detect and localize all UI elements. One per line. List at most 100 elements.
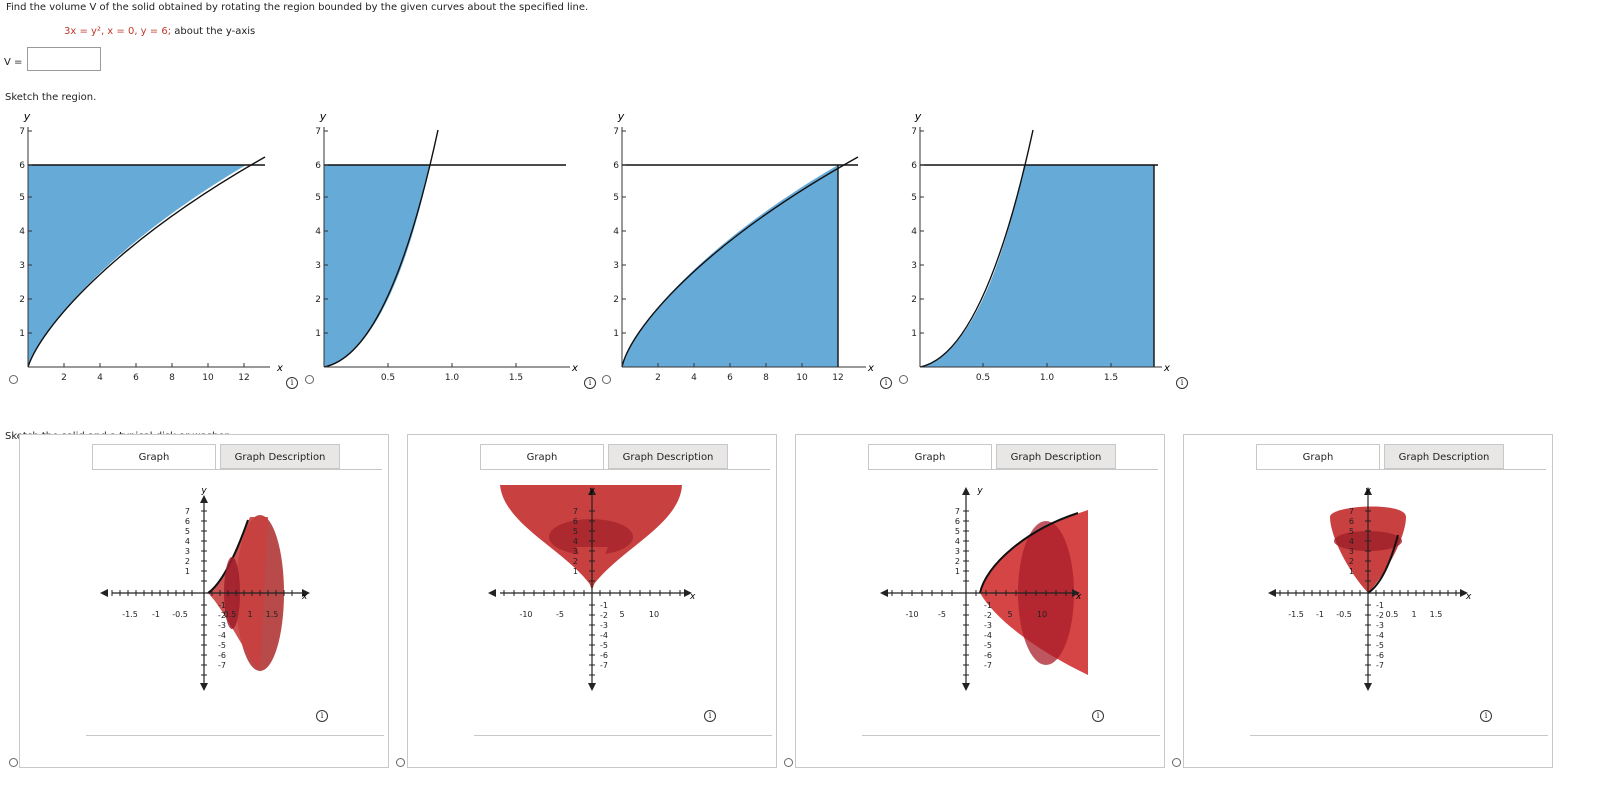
svg-text:y: y xyxy=(588,486,595,496)
svg-text:-1: -1 xyxy=(152,610,160,619)
svg-text:-5: -5 xyxy=(218,641,226,650)
info-icon[interactable]: i xyxy=(1480,710,1492,722)
svg-text:1.5: 1.5 xyxy=(1104,373,1118,383)
svg-text:4: 4 xyxy=(315,227,321,237)
svg-text:-7: -7 xyxy=(600,661,608,670)
svg-text:1.5: 1.5 xyxy=(1430,610,1443,619)
svg-text:6: 6 xyxy=(573,517,578,526)
svg-text:-3: -3 xyxy=(984,621,992,630)
svg-text:1: 1 xyxy=(315,329,321,339)
tab-graph[interactable]: Graph xyxy=(480,444,604,469)
region-1-y-label: y xyxy=(23,110,31,123)
svg-text:y: y xyxy=(1364,486,1371,496)
problem-statement: 3x = y², x = 0, y = 6; about the y-axis xyxy=(64,26,255,37)
info-icon[interactable]: i xyxy=(880,377,892,389)
region-graph-1: y x 1 2 3 4 5 6 7 2 4 6 8 10 12 xyxy=(19,110,283,383)
svg-text:1: 1 xyxy=(955,567,960,576)
svg-text:x: x xyxy=(867,363,874,374)
svg-text:-6: -6 xyxy=(984,651,992,660)
svg-text:3: 3 xyxy=(955,547,960,556)
svg-text:-1: -1 xyxy=(1376,601,1384,610)
region-1-xtick: 10 xyxy=(202,373,214,383)
region-1-fill xyxy=(28,165,246,367)
info-icon[interactable]: i xyxy=(316,710,328,722)
region-1-ytick: 6 xyxy=(19,161,25,171)
svg-text:1.5: 1.5 xyxy=(266,610,279,619)
svg-text:-4: -4 xyxy=(218,631,226,640)
solid-option-2-radio[interactable] xyxy=(396,758,405,767)
region-graphs: y x 1 2 3 4 5 6 7 2 4 6 8 10 12 xyxy=(19,110,1170,383)
svg-text:-2: -2 xyxy=(218,611,226,620)
svg-text:-6: -6 xyxy=(1376,651,1384,660)
region-1-ytick: 1 xyxy=(19,329,25,339)
tab-graph-description[interactable]: Graph Description xyxy=(1384,444,1504,469)
svg-text:3: 3 xyxy=(1349,547,1354,556)
svg-text:x: x xyxy=(1075,592,1082,602)
svg-text:-1: -1 xyxy=(218,601,226,610)
svg-text:-5: -5 xyxy=(938,610,946,619)
svg-text:-1: -1 xyxy=(600,601,608,610)
svg-text:0.5: 0.5 xyxy=(976,373,990,383)
svg-text:4: 4 xyxy=(1349,537,1354,546)
region-option-1-radio[interactable] xyxy=(9,375,18,384)
region-option-4-radio[interactable] xyxy=(899,375,908,384)
svg-text:2: 2 xyxy=(613,295,619,305)
svg-text:6: 6 xyxy=(315,161,321,171)
svg-text:5: 5 xyxy=(1349,527,1354,536)
tab-graph[interactable]: Graph xyxy=(92,444,216,469)
region-1-xtick: 12 xyxy=(238,373,249,383)
svg-text:4: 4 xyxy=(691,373,697,383)
region-option-2-radio[interactable] xyxy=(305,375,314,384)
info-icon[interactable]: i xyxy=(1176,377,1188,389)
region-4-fill xyxy=(920,165,1154,367)
svg-text:0.5: 0.5 xyxy=(224,610,237,619)
tab-graph[interactable]: Graph xyxy=(868,444,992,469)
svg-text:x: x xyxy=(689,592,696,602)
region-3-curve xyxy=(621,156,859,368)
svg-text:2: 2 xyxy=(1349,557,1354,566)
svg-text:3: 3 xyxy=(613,261,619,271)
svg-text:0.5: 0.5 xyxy=(381,373,395,383)
svg-text:-5: -5 xyxy=(1376,641,1384,650)
svg-text:-1.5: -1.5 xyxy=(1288,610,1304,619)
svg-text:1.5: 1.5 xyxy=(509,373,523,383)
region-graph-2: y x 1 2 3 4 5 6 7 0.5 1.0 1.5 xyxy=(315,110,578,383)
svg-text:-2: -2 xyxy=(984,611,992,620)
info-icon[interactable]: i xyxy=(286,377,298,389)
svg-text:7: 7 xyxy=(185,507,190,516)
svg-text:5: 5 xyxy=(619,610,624,619)
region-option-3-radio[interactable] xyxy=(602,375,611,384)
svg-text:5: 5 xyxy=(315,193,321,203)
tab-graph[interactable]: Graph xyxy=(1256,444,1380,469)
svg-text:-10: -10 xyxy=(519,610,532,619)
solid-option-4-radio[interactable] xyxy=(1172,758,1181,767)
question-prompt: Find the volume V of the solid obtained … xyxy=(6,2,589,13)
tab-graph-description[interactable]: Graph Description xyxy=(996,444,1116,469)
tab-graph-description[interactable]: Graph Description xyxy=(220,444,340,469)
svg-text:-3: -3 xyxy=(218,621,226,630)
svg-text:5: 5 xyxy=(911,193,917,203)
svg-text:-0.5: -0.5 xyxy=(172,610,188,619)
svg-text:2: 2 xyxy=(315,295,321,305)
svg-text:4: 4 xyxy=(573,537,578,546)
region-2-curve xyxy=(323,129,439,368)
svg-text:1: 1 xyxy=(613,329,619,339)
volume-answer-input[interactable] xyxy=(27,47,101,71)
solid-option-1-radio[interactable] xyxy=(9,758,18,767)
info-icon[interactable]: i xyxy=(704,710,716,722)
svg-text:2: 2 xyxy=(655,373,661,383)
info-icon[interactable]: i xyxy=(584,377,596,389)
svg-text:2: 2 xyxy=(573,557,578,566)
svg-text:7: 7 xyxy=(1349,507,1354,516)
region-1-xtick: 8 xyxy=(169,373,175,383)
svg-text:7: 7 xyxy=(573,507,578,516)
tab-graph-description[interactable]: Graph Description xyxy=(608,444,728,469)
answer-label: V = xyxy=(4,57,23,68)
info-icon[interactable]: i xyxy=(1092,710,1104,722)
solid-option-3-radio[interactable] xyxy=(784,758,793,767)
region-3-fill xyxy=(622,165,838,367)
svg-text:-3: -3 xyxy=(1376,621,1384,630)
svg-text:3: 3 xyxy=(573,547,578,556)
region-1-x-label: x xyxy=(276,363,283,374)
